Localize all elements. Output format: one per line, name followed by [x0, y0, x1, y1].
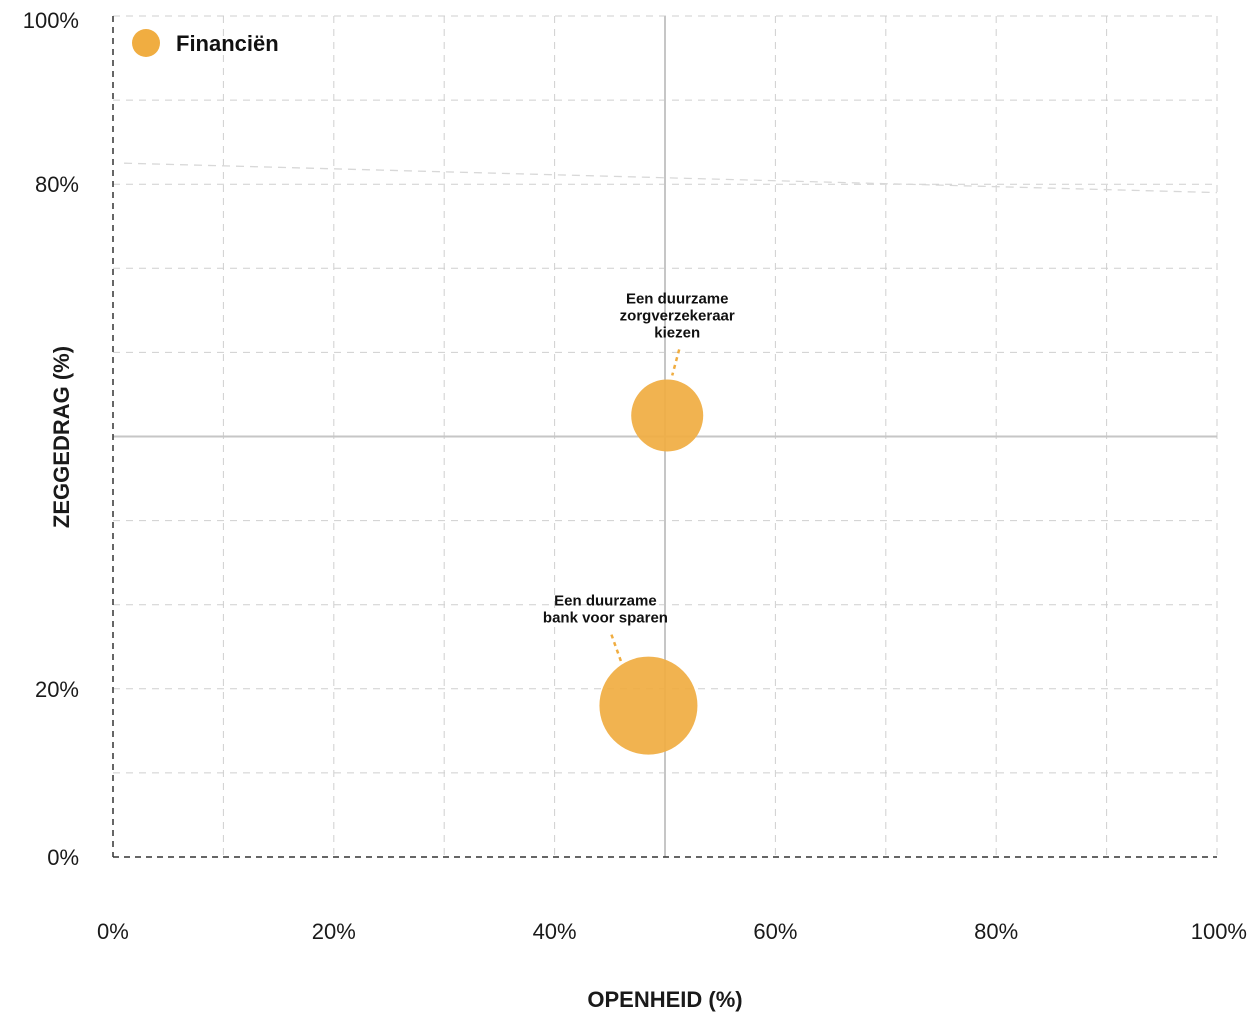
y-tick-label: 80%	[35, 172, 79, 197]
bubble-annotation-line: kiezen	[654, 324, 700, 341]
legend-swatch-financien	[132, 29, 160, 57]
bubble-annotation: Een duurzame zorgverzekeraar kiezen	[620, 290, 735, 341]
bubble-point[interactable]	[599, 656, 698, 755]
bubble-annotation-line: Een duurzame	[626, 290, 729, 307]
annotation-connector	[610, 634, 623, 664]
x-tick-label: 20%	[312, 919, 356, 944]
x-tick-label: 0%	[97, 919, 129, 944]
legend: Financiën	[132, 29, 279, 57]
x-tick-label: 80%	[974, 919, 1018, 944]
bubble-annotation-line: bank voor sparen	[543, 610, 668, 627]
legend-label-financien: Financiën	[176, 31, 279, 56]
annotation-connector	[671, 349, 681, 376]
x-tick-label: 40%	[533, 919, 577, 944]
y-tick-label: 100%	[23, 8, 79, 33]
x-axis-title: OPENHEID (%)	[587, 987, 742, 1012]
y-tick-label: 20%	[35, 677, 79, 702]
trend-line	[124, 162, 1218, 194]
bubble-point[interactable]	[631, 379, 704, 452]
y-axis-title: ZEGGEDRAG (%)	[49, 346, 74, 528]
bubble-annotation: Een duurzame bank voor sparen	[543, 593, 668, 627]
bubble-annotation-line: zorgverzekeraar	[620, 307, 735, 324]
bubble-annotation-line: Een duurzame	[554, 593, 657, 610]
x-tick-label: 60%	[753, 919, 797, 944]
tick-labels: 0% 20% 40% 60% 80% 100% 0% 20% 80% 100%	[23, 8, 1247, 944]
trend-line-group	[124, 162, 1218, 194]
x-tick-label: 100%	[1191, 919, 1247, 944]
y-tick-label: 0%	[47, 845, 79, 870]
